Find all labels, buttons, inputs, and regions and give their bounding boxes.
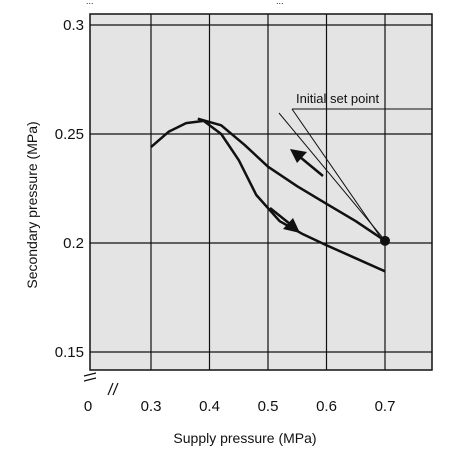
curves (150, 117, 386, 273)
clipped-header-right: ... (276, 0, 284, 6)
y-tick-label: 0.3 (63, 17, 84, 34)
decrease-arrow-shaft (299, 156, 324, 177)
x-tick-label: 0 (84, 398, 92, 415)
annotation-leader-to-point (278, 112, 383, 238)
x-tick-label: 0.5 (258, 398, 279, 415)
y-tick-label: 0.2 (63, 235, 84, 252)
curve-lower (150, 119, 386, 273)
x-tick-label: 0.7 (375, 398, 396, 415)
decrease-arrow-head (290, 149, 307, 163)
x-tick-label: 0.4 (199, 398, 220, 415)
tick-labels: 0 0.3 0.4 0.5 0.6 0.7 0.15 0.2 0.25 0.3 (55, 17, 396, 415)
y-axis-title: Secondary pressure (MPa) (24, 121, 40, 288)
initial-set-point-label: Initial set point (296, 91, 379, 106)
curve-upper (197, 117, 386, 242)
x-axis-title: Supply pressure (MPa) (173, 430, 316, 446)
x-tick-label: 0.6 (316, 398, 337, 415)
increase-arrow-head (283, 218, 300, 233)
y-tick-label: 0.15 (55, 344, 84, 361)
markers: Initial set point (269, 91, 432, 246)
y-tick-label: 0.25 (55, 126, 84, 143)
x-tick-label: 0.3 (141, 398, 162, 415)
plot-background (89, 13, 433, 371)
axis-titles: Supply pressure (MPa) Secondary pressure … (24, 121, 317, 446)
plot-area (89, 13, 433, 371)
increase-arrow-shaft (269, 207, 291, 225)
grid-lines (83, 14, 432, 396)
clipped-header-left: ... (86, 0, 94, 6)
initial-set-point-dot (380, 235, 390, 246)
x-axis-break-mark (107, 382, 119, 396)
annotation-leader-to-curve (291, 108, 382, 239)
y-axis-break-mark (83, 372, 97, 382)
